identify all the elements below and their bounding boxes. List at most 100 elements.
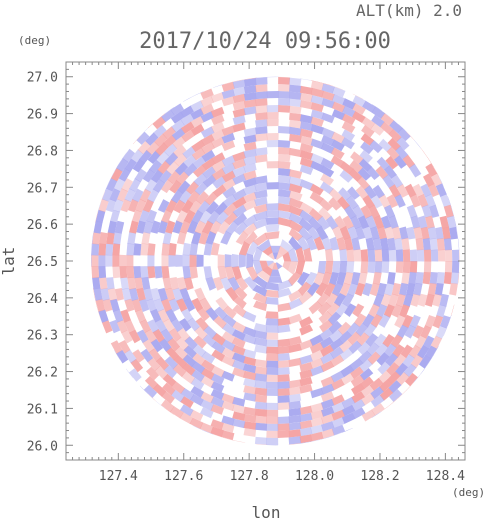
- field-cell: [197, 200, 211, 215]
- field-cell: [243, 170, 257, 181]
- field-cell: [289, 98, 302, 107]
- field-cell: [300, 85, 313, 95]
- field-cell: [200, 96, 214, 107]
- x-tick-label: 127.8: [230, 469, 269, 484]
- field-cell: [243, 421, 257, 430]
- field-cell: [221, 393, 235, 404]
- field-cell: [362, 226, 373, 240]
- field-cell: [197, 307, 210, 322]
- field-cell: [266, 133, 279, 141]
- y-tick-label: 26.6: [27, 218, 58, 233]
- field-cell: [191, 209, 204, 224]
- field-cell: [179, 287, 191, 302]
- field-cell: [278, 76, 290, 78]
- field-cell: [100, 288, 110, 301]
- field-cell: [243, 392, 257, 402]
- field-cell: [177, 180, 191, 194]
- field-cell: [446, 172, 458, 187]
- field-cell: [444, 261, 453, 273]
- field-cell: [165, 308, 177, 323]
- field-cell: [266, 416, 279, 424]
- field-cell: [140, 348, 154, 363]
- field-cell: [399, 226, 409, 240]
- field-cell: [243, 363, 257, 374]
- field-cell: [289, 197, 303, 209]
- field-cell: [300, 65, 313, 74]
- field-cell: [451, 183, 460, 197]
- field-cell: [378, 370, 392, 384]
- field-cell: [277, 430, 290, 438]
- y-tick-label: 26.3: [27, 329, 58, 344]
- field-cell: [129, 287, 139, 301]
- field-cell: [223, 305, 237, 319]
- field-cell: [392, 344, 405, 358]
- field-cell: [390, 174, 404, 188]
- field-cell: [275, 262, 283, 270]
- field-cell: [282, 251, 292, 262]
- field-cell: [394, 155, 407, 169]
- field-cell: [190, 386, 204, 398]
- field-cell: [359, 368, 374, 381]
- field-cell: [254, 394, 268, 403]
- field-cell: [266, 119, 279, 127]
- field-cell: [176, 209, 188, 224]
- x-tick-label: 127.6: [164, 469, 203, 484]
- field-cell: [394, 314, 406, 329]
- field-cell: [310, 95, 324, 105]
- field-cell: [341, 412, 356, 424]
- field-cell: [329, 329, 343, 343]
- field-cell: [184, 336, 198, 350]
- field-cell: [106, 232, 115, 245]
- field-cell: [288, 407, 302, 417]
- field-cell: [232, 108, 246, 118]
- field-cell: [338, 187, 352, 201]
- field-cell: [166, 161, 180, 175]
- field-cell: [114, 288, 124, 301]
- field-cell: [310, 87, 324, 98]
- field-cell: [243, 148, 257, 159]
- field-cell: [106, 277, 115, 290]
- field-cell: [215, 210, 229, 225]
- field-cell: [180, 387, 195, 401]
- field-cell: [180, 396, 194, 409]
- field-cell: [289, 77, 302, 86]
- field-cell: [362, 194, 375, 209]
- field-cell: [98, 254, 106, 267]
- field-cell: [335, 302, 349, 317]
- field-cell: [360, 376, 374, 390]
- field-cell: [168, 242, 177, 256]
- field-cell: [321, 428, 335, 439]
- field-cell: [288, 379, 302, 389]
- field-cell: [415, 238, 424, 251]
- field-cell: [277, 416, 290, 424]
- field-cell: [299, 201, 314, 214]
- field-cell: [277, 402, 290, 410]
- field-cell: [98, 243, 107, 256]
- field-cell: [165, 220, 176, 234]
- field-cell: [369, 140, 383, 154]
- field-cell: [161, 243, 170, 256]
- field-cell: [277, 345, 291, 354]
- field-cell: [349, 358, 364, 371]
- field-cell: [176, 277, 187, 291]
- field-cell: [242, 356, 257, 366]
- field-cell: [429, 204, 440, 218]
- field-cell: [159, 169, 172, 184]
- field-cell: [154, 366, 168, 380]
- field-cell: [384, 204, 396, 219]
- field-cell: [325, 292, 339, 307]
- field-cell: [143, 287, 154, 302]
- field-cell: [410, 215, 421, 229]
- field-cell: [198, 231, 209, 245]
- field-cell: [320, 157, 335, 170]
- field-cell: [232, 295, 247, 309]
- field-cell: [422, 238, 431, 251]
- field-cell: [77, 255, 84, 267]
- field-cell: [150, 338, 164, 353]
- field-cell: [400, 344, 413, 359]
- field-cell: [185, 181, 199, 195]
- field-cell: [351, 399, 366, 412]
- field-cell: [289, 112, 302, 122]
- field-cell: [396, 372, 410, 386]
- field-cell: [358, 350, 372, 364]
